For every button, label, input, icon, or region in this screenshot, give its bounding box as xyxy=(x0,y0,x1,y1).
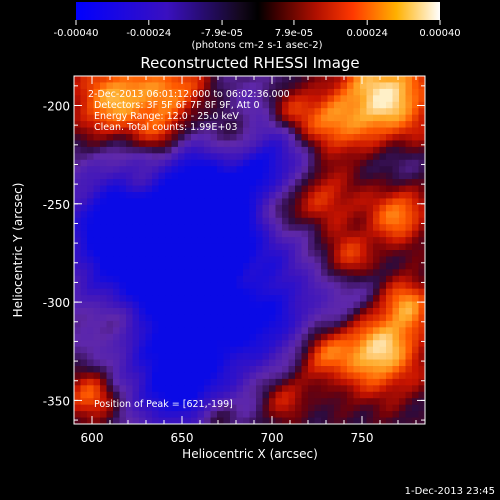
colorbar-tick-label: -7.9e-05 xyxy=(201,28,243,39)
colorbar-tick-label: 0.00040 xyxy=(419,28,460,39)
y-tick-label: -250 xyxy=(43,198,70,212)
heatmap-image xyxy=(74,76,425,424)
annotation-total-counts: Clean. Total counts: 1.99E+03 xyxy=(94,122,237,133)
x-axis-label: Heliocentric X (arcsec) xyxy=(182,447,318,461)
x-tick-label: 750 xyxy=(351,431,374,445)
annotation-energy-range: Energy Range: 12.0 - 25.0 keV xyxy=(94,111,239,122)
y-tick-label: -300 xyxy=(43,296,70,310)
colorbar-gradient xyxy=(76,2,440,20)
plot-frame xyxy=(73,75,426,425)
colorbar-tick-label: 7.9e-05 xyxy=(275,28,313,39)
annotation-detectors: Detectors: 3F 5F 6F 7F 8F 9F, Att 0 xyxy=(94,100,260,111)
colorbar-tick-label: -0.00024 xyxy=(126,28,171,39)
colorbar-unit-label: (photons cm-2 s-1 asec-2) xyxy=(191,40,322,51)
timestamp: 1-Dec-2013 23:45 xyxy=(405,486,495,497)
chart-title: Reconstructed RHESSI Image xyxy=(140,54,359,72)
colorbar-tick-label: -0.00040 xyxy=(54,28,99,39)
colorbar-ticks: -0.00040 -0.00024 -7.9e-05 7.9e-05 0.00024 0.… xyxy=(54,20,461,39)
x-tick-label: 700 xyxy=(261,431,284,445)
y-tick-label: -350 xyxy=(43,394,70,408)
x-tick-label: 650 xyxy=(171,431,194,445)
x-axis: 600 650 700 750 xyxy=(81,76,417,445)
annotation-time-range: 2-Dec-2013 06:01:12.000 to 06:02:36.000 xyxy=(88,89,290,100)
y-tick-label: -200 xyxy=(43,99,70,113)
y-axis: -200 -250 -300 -350 xyxy=(43,85,425,421)
x-tick-label: 600 xyxy=(81,431,104,445)
annotation-block: 2-Dec-2013 06:01:12.000 to 06:02:36.000 … xyxy=(88,89,290,133)
colorbar-tick-label: 0.00024 xyxy=(347,28,388,39)
colorbar: -0.00040 -0.00024 -7.9e-05 7.9e-05 0.00024 0.… xyxy=(54,2,461,51)
y-axis-label: Heliocentric Y (arcsec) xyxy=(11,183,25,318)
peak-position-label: Position of Peak = [621,-199] xyxy=(94,399,233,410)
